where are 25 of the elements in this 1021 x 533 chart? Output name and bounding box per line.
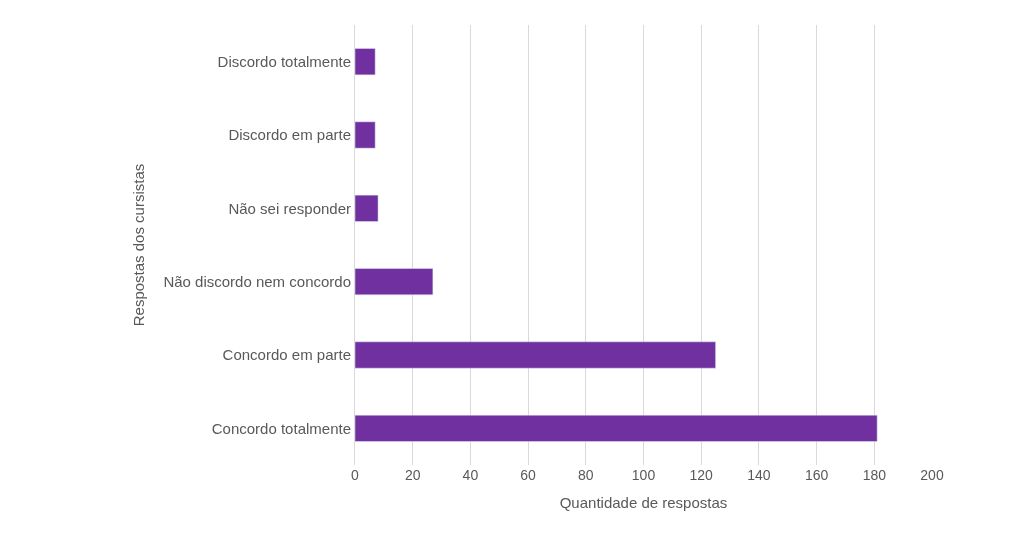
x-axis-title: Quantidade de respostas [559,494,728,511]
bar [355,268,434,296]
y-tick-label: Concordo totalmente [211,419,351,437]
x-tick-label: 20 [404,467,421,483]
x-tick-label: 180 [862,467,887,483]
bar [355,48,376,76]
x-tick-label: 100 [631,467,656,483]
x-tick-label: 140 [747,467,771,483]
x-tick-label: 60 [520,467,537,483]
bar [355,341,716,369]
x-tick-label: 40 [462,467,479,483]
bar [355,121,376,149]
bar [355,194,379,222]
x-tick-label: 200 [920,467,944,483]
x-tick-label: 80 [578,467,594,483]
bar [355,414,878,442]
y-tick-label: Não sei responder [228,199,351,217]
y-tick-label: Discordo em parte [228,126,351,144]
y-tick-label: Não discordo nem concordo [163,272,351,290]
y-axis-title: Respostas dos cursistas [129,163,147,327]
x-tick-label: 0 [351,467,360,483]
y-tick-label: Concordo em parte [222,346,351,364]
x-tick-label: 120 [689,467,714,483]
x-tick-label: 160 [804,467,829,483]
y-tick-label: Discordo totalmente [217,52,351,70]
